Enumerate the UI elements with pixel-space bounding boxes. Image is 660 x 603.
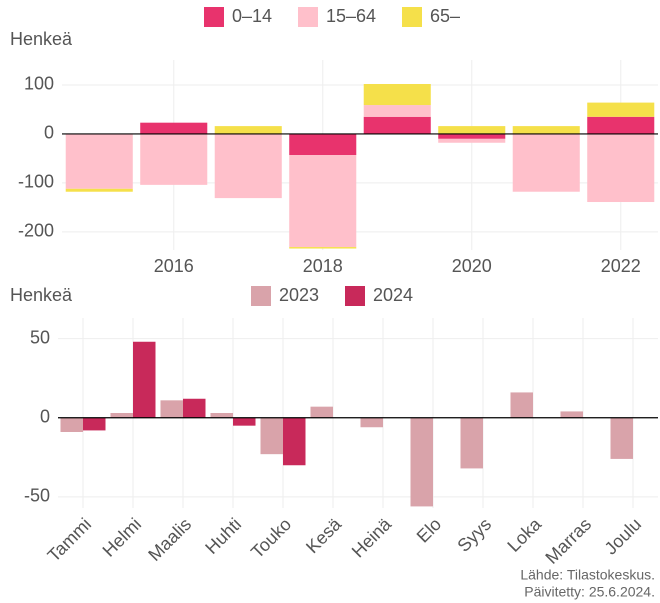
bar	[183, 398, 206, 418]
x-tick-label: Heinä	[348, 513, 396, 561]
bar	[214, 133, 282, 199]
source: Lähde: Tilastokeskus.	[520, 567, 655, 583]
bar	[160, 400, 183, 418]
bar	[65, 188, 133, 192]
y-tick-label: 0	[44, 123, 54, 143]
bar	[363, 105, 431, 117]
bar	[438, 126, 506, 134]
x-tick-label: Marras	[541, 514, 595, 568]
y-tick-label: -100	[18, 172, 54, 192]
x-tick-label: Touko	[247, 514, 295, 562]
y-tick-label: 50	[30, 327, 50, 347]
bar	[260, 417, 283, 455]
bar	[140, 122, 208, 134]
updated: Päivitetty: 25.6.2024.	[524, 584, 655, 600]
bar	[512, 133, 580, 192]
legend-swatch	[402, 7, 422, 27]
y-tick-label: -50	[24, 486, 50, 506]
x-tick-label: Tammi	[44, 514, 96, 566]
y-tick-label: -200	[18, 221, 54, 241]
bar	[560, 411, 583, 418]
bar	[289, 247, 357, 249]
bar	[587, 102, 655, 117]
legend-label: 15–64	[326, 6, 376, 26]
x-tick-label: Joulu	[601, 514, 646, 559]
bar	[460, 417, 483, 469]
bar	[289, 133, 357, 155]
legend-label: 2023	[279, 285, 319, 305]
bar	[233, 417, 256, 426]
bar	[283, 417, 306, 466]
bar	[214, 126, 282, 134]
y-tick-label: 100	[24, 74, 54, 94]
bar	[438, 133, 506, 139]
y-axis-title: Henkeä	[10, 285, 73, 305]
bar	[60, 417, 83, 432]
bar	[587, 133, 655, 203]
bar	[610, 417, 633, 459]
bar	[110, 413, 133, 418]
bar	[65, 133, 133, 189]
bar	[210, 413, 233, 418]
x-tick-label: Elo	[413, 514, 446, 547]
x-tick-label: Syys	[453, 514, 495, 556]
x-tick-label: Kesä	[302, 513, 346, 557]
legend-swatch	[345, 286, 365, 306]
bar	[363, 116, 431, 134]
x-tick-label: Helmi	[99, 514, 146, 561]
bar	[289, 155, 357, 248]
legend-label: 65–	[430, 6, 460, 26]
bar	[310, 406, 333, 418]
legend-swatch	[204, 7, 224, 27]
bar	[438, 138, 506, 143]
x-tick-label: Loka	[503, 513, 545, 555]
bar	[512, 126, 580, 134]
bar	[140, 133, 208, 185]
y-axis-title: Henkeä	[10, 29, 73, 49]
x-tick-label: Huhti	[201, 514, 245, 558]
x-tick-label: 2016	[154, 256, 194, 276]
x-tick-label: 2020	[452, 256, 492, 276]
bar	[83, 417, 106, 431]
legend-label: 0–14	[232, 6, 272, 26]
x-tick-label: 2018	[303, 256, 343, 276]
bar	[360, 417, 383, 428]
bar	[363, 83, 431, 106]
bar	[510, 392, 533, 418]
bar	[410, 417, 433, 507]
bar	[587, 116, 655, 134]
x-tick-label: 2022	[601, 256, 641, 276]
legend-swatch	[298, 7, 318, 27]
legend-label: 2024	[373, 285, 413, 305]
legend-swatch	[251, 286, 271, 306]
x-tick-label: Maalis	[144, 514, 195, 565]
y-tick-label: 0	[40, 407, 50, 427]
bar	[133, 341, 156, 418]
